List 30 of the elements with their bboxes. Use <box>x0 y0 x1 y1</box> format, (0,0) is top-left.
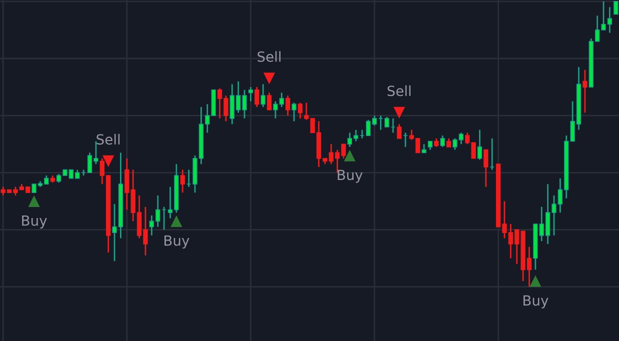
candlestick <box>304 102 309 121</box>
point <box>170 215 182 227</box>
candlestick <box>260 83 266 108</box>
annotation: Sell <box>96 134 120 145</box>
candlestick <box>285 94 290 116</box>
candlestick <box>477 129 482 160</box>
candlestick <box>298 102 303 120</box>
point <box>393 106 406 119</box>
candlestick <box>396 123 402 140</box>
point <box>263 72 276 84</box>
text: Buy <box>524 295 548 308</box>
candlestick <box>266 92 272 111</box>
annotation: Buy <box>164 235 190 248</box>
point <box>344 150 356 162</box>
point <box>530 275 542 287</box>
point <box>102 155 114 168</box>
annotation: Sell <box>258 51 280 62</box>
candlestick <box>484 149 488 188</box>
candlestick <box>384 116 390 128</box>
candlestick <box>292 102 296 122</box>
annotation: Buy <box>338 170 363 183</box>
candlestick <box>248 86 254 102</box>
candlestick <box>440 134 445 148</box>
candlestick <box>614 1 618 15</box>
annotation: Buy <box>22 215 47 229</box>
candlestick <box>254 86 260 108</box>
point <box>28 195 40 207</box>
annotation: Sell <box>388 85 410 96</box>
candlestick <box>180 169 185 194</box>
candlestick <box>582 69 588 114</box>
